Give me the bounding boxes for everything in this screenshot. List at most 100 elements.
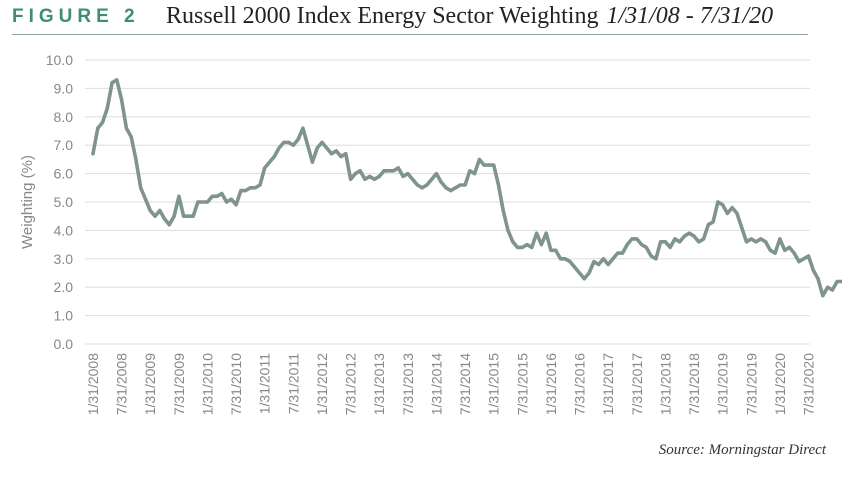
x-tick-label: 7/31/2012 (343, 353, 359, 415)
x-tick-label: 1/31/2009 (142, 353, 158, 415)
data-point (520, 245, 524, 249)
data-point (349, 177, 353, 181)
data-point (310, 160, 314, 164)
data-point (411, 177, 415, 181)
source-note: Source: Morningstar Direct (658, 442, 826, 458)
data-point (473, 172, 477, 176)
data-point (587, 271, 591, 275)
data-point (673, 237, 677, 241)
data-point (544, 231, 548, 235)
x-tick-label: 7/31/2016 (572, 353, 588, 415)
x-tick-label: 7/31/2010 (228, 353, 244, 415)
data-point (110, 81, 114, 85)
data-point (740, 226, 744, 230)
data-point (563, 257, 567, 261)
data-point (430, 177, 434, 181)
data-point (353, 172, 357, 176)
data-point (253, 186, 257, 190)
data-point (744, 240, 749, 244)
data-point (721, 203, 725, 207)
data-point (620, 251, 625, 255)
data-point (749, 237, 753, 241)
y-tick-label: 9.0 (54, 80, 74, 96)
x-tick-label: 7/31/2015 (514, 353, 530, 415)
data-point (325, 146, 329, 150)
y-tick-label: 10.0 (46, 52, 73, 68)
data-point (453, 186, 458, 190)
data-point (91, 152, 95, 156)
data-point (768, 248, 772, 252)
data-point (482, 163, 486, 167)
data-point (401, 174, 405, 178)
x-tick-label: 7/31/2019 (743, 353, 759, 415)
data-point (539, 243, 544, 247)
data-point (530, 245, 534, 249)
data-point (716, 200, 720, 204)
data-point (387, 169, 391, 173)
data-point (802, 257, 806, 261)
data-point (821, 294, 825, 298)
figure-label: FIGURE 2 (12, 6, 140, 27)
y-tick-label: 1.0 (54, 308, 74, 324)
data-point (759, 237, 763, 241)
data-point (282, 140, 286, 144)
data-point (830, 288, 835, 292)
data-point (244, 189, 248, 193)
data-point (124, 126, 128, 130)
x-tick-label: 7/31/2011 (285, 353, 301, 414)
data-point (334, 149, 338, 153)
data-point (644, 245, 648, 249)
data-point (167, 223, 171, 227)
data-point (515, 245, 520, 249)
data-point (225, 200, 229, 204)
data-point (339, 155, 343, 159)
data-point (654, 257, 658, 261)
data-point (492, 163, 496, 167)
data-point (787, 245, 792, 249)
data-point (372, 177, 376, 181)
data-point (725, 211, 730, 215)
data-point (778, 237, 782, 241)
data-point (420, 186, 424, 190)
data-point (625, 243, 629, 247)
data-point (826, 285, 830, 289)
data-point (329, 152, 334, 156)
figure-date-range: 1/31/08 - 7/31/20 (606, 3, 774, 29)
data-point (649, 254, 653, 258)
y-tick-label: 4.0 (54, 222, 74, 238)
x-tick-label: 1/31/2008 (85, 353, 101, 415)
data-point (687, 231, 691, 235)
y-tick-label: 0.0 (54, 336, 74, 352)
x-tick-label: 7/31/2009 (171, 353, 187, 415)
data-point (406, 172, 410, 176)
series-line (91, 78, 842, 298)
data-point (606, 262, 610, 267)
data-point (239, 189, 243, 193)
gridlines (85, 59, 810, 345)
data-point (105, 106, 109, 110)
data-point (730, 206, 734, 210)
data-point (315, 146, 319, 150)
data-point (425, 183, 429, 187)
x-tick-label: 1/31/2019 (715, 353, 731, 415)
data-point (463, 183, 467, 187)
data-point (682, 234, 687, 238)
data-point (577, 271, 582, 275)
data-point (582, 277, 586, 281)
data-point (148, 208, 152, 213)
data-point (792, 251, 796, 255)
data-point (320, 140, 324, 144)
data-point (296, 137, 300, 142)
data-point (234, 203, 238, 207)
data-point (377, 174, 381, 178)
data-point (363, 177, 367, 181)
data-point (143, 197, 148, 201)
data-point (439, 180, 443, 184)
y-tick-label: 8.0 (54, 109, 74, 125)
data-point (120, 98, 124, 102)
figure-header: FIGURE 2 Russell 2000 Index Energy Secto… (12, 0, 808, 35)
data-point (573, 265, 577, 269)
x-tick-label: 1/31/2013 (371, 353, 387, 415)
x-tick-label: 7/31/2017 (629, 353, 645, 415)
data-point (477, 157, 481, 161)
